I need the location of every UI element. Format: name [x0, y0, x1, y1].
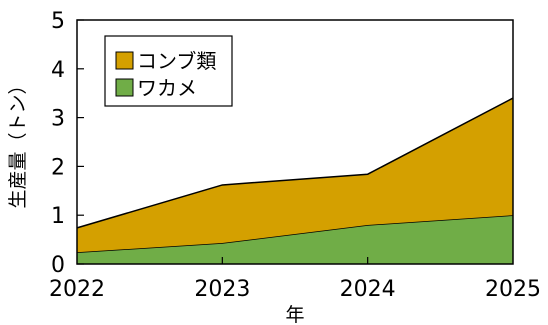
area-layer	[76, 97, 514, 264]
x-axis: 2022 2023 2024 2025	[49, 257, 541, 302]
x-tick-label-2: 2024	[340, 277, 396, 302]
legend-swatch-series-1	[115, 51, 134, 70]
y-tick-label-2: 2	[51, 155, 65, 180]
legend-label-series-1: コンブ類	[137, 49, 216, 73]
plot-frame	[76, 19, 514, 265]
y-tick-label-5: 5	[51, 9, 65, 34]
y-axis: 0 1 2 3 4 5	[51, 9, 84, 278]
area-edge-series-1	[76, 97, 514, 229]
x-axis-title: 年	[285, 304, 304, 325]
area-series-1	[77, 98, 513, 253]
x-tick-label-1: 2023	[194, 277, 250, 302]
x-tick-label-0: 2022	[49, 277, 105, 302]
legend-swatch-series-0	[115, 78, 134, 97]
x-tick-label-3: 2025	[485, 277, 541, 302]
y-tick-label-0: 0	[51, 253, 65, 278]
y-axis-title: 生産量（トン）	[7, 75, 29, 208]
y-tick-label-1: 1	[51, 204, 65, 229]
y-tick-label-3: 3	[51, 107, 65, 132]
y-tick-label-4: 4	[51, 58, 65, 83]
area-series-0	[77, 215, 513, 264]
legend-label-series-0: ワカメ	[137, 76, 197, 100]
